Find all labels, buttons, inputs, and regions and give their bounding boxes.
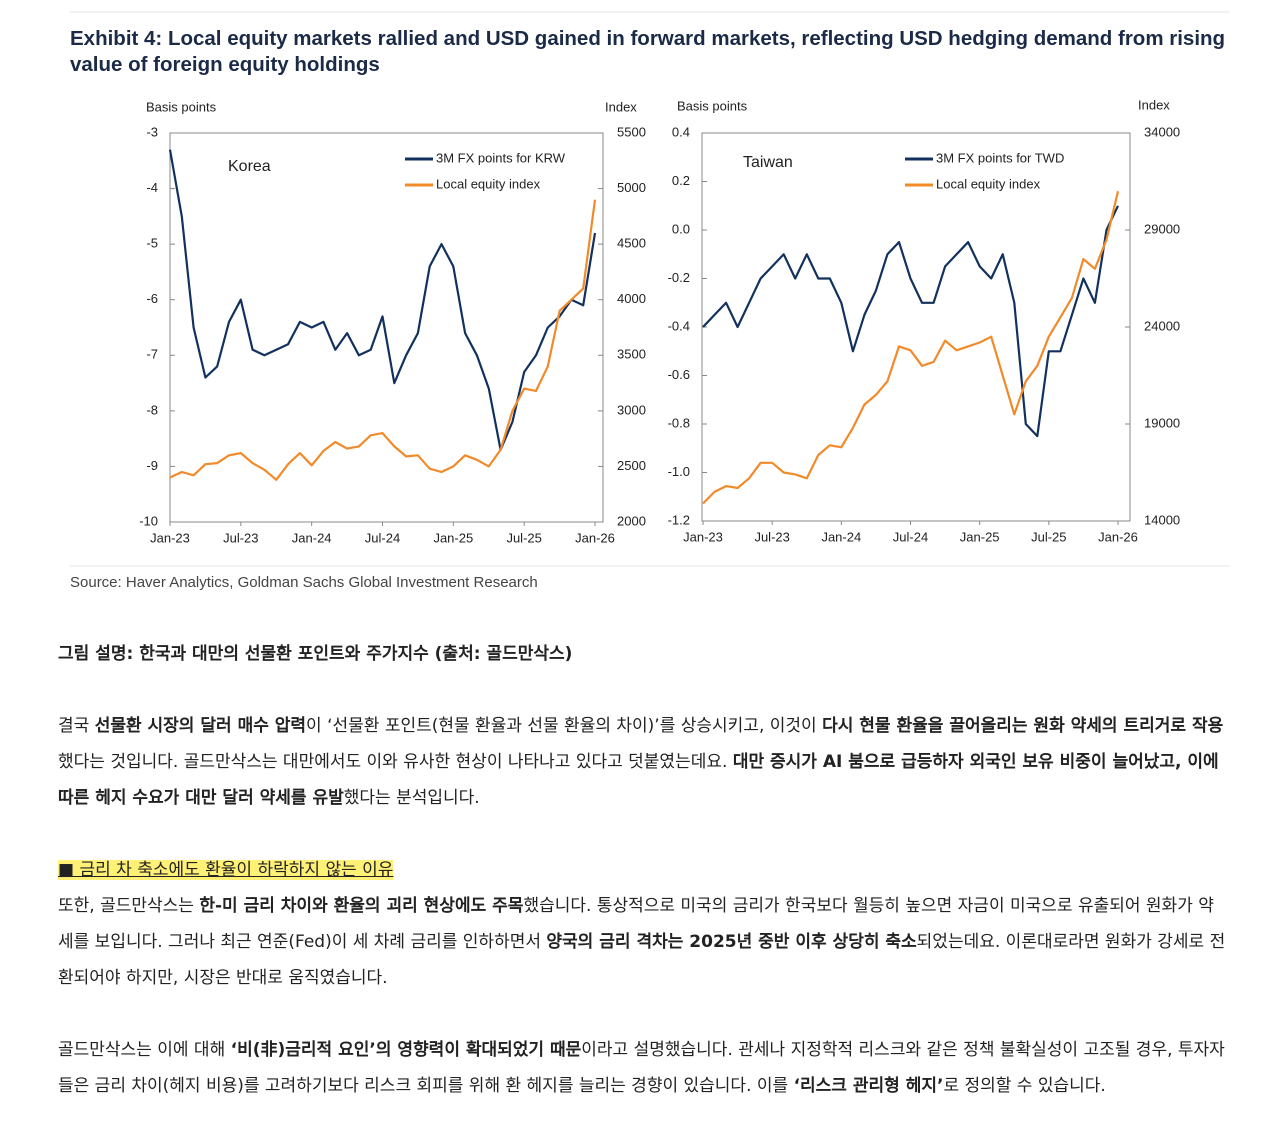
section-heading: ■ 금리 차 축소에도 환율이 하락하지 않는 이유 — [58, 860, 394, 880]
x-tick-label: Jul-25 — [506, 530, 541, 545]
y2-tick-label: 5000 — [617, 180, 646, 195]
y2-tick-label: 2500 — [617, 458, 646, 473]
x-tick-label: Jul-24 — [365, 530, 400, 545]
y2-tick-label: 3000 — [617, 402, 646, 417]
y-tick-label: -8 — [146, 402, 158, 417]
text-run: 했습니다. 통상적으로 미국의 금리가 한국보다 월등히 높으면 자금이 미국으… — [58, 896, 1214, 952]
y2-tick-label: 5500 — [617, 124, 646, 139]
y2-tick-label: 29000 — [1144, 221, 1180, 236]
y-tick-label: 0.0 — [672, 221, 690, 236]
text-run: 골드만삭스는 이에 대해 — [58, 1040, 231, 1060]
x-tick-label: Jan-26 — [575, 530, 615, 545]
bold-text: ‘리스크 관리형 헤지’ — [793, 1076, 944, 1096]
y-axis-label: Basis points — [146, 99, 217, 114]
y2-tick-label: 4500 — [617, 236, 646, 251]
text-run: 이 ‘선물환 포인트(현물 환율과 선물 환율의 차이)’를 상승시키고, 이것… — [306, 716, 823, 736]
x-tick-label: Jan-24 — [292, 530, 332, 545]
text-run: 결국 — [58, 716, 95, 736]
text-run: 했다는 것입니다. 골드만삭스는 대만에서도 이와 유사한 현상이 나타나고 있… — [58, 752, 733, 772]
y-tick-label: -7 — [146, 347, 158, 362]
series-line — [169, 199, 597, 481]
y-tick-label: -1.2 — [668, 512, 690, 527]
y-tick-label: -0.8 — [668, 415, 690, 430]
y2-tick-label: 4000 — [617, 291, 646, 306]
y2-axis-label: Index — [605, 99, 637, 114]
legend-label: Local equity index — [936, 176, 1041, 191]
caption: 그림 설명: 한국과 대만의 선물환 포인트와 주가지수 (출처: 골드만삭스) — [58, 636, 1228, 672]
series-line — [702, 190, 1120, 505]
y2-tick-label: 2000 — [617, 513, 646, 528]
y-tick-label: -10 — [139, 513, 158, 528]
text-run: 했다는 분석입니다. — [343, 788, 480, 808]
y-tick-label: -5 — [146, 236, 158, 251]
y-tick-label: 0.2 — [672, 173, 690, 188]
y2-tick-label: 24000 — [1144, 318, 1180, 333]
legend-label: Local equity index — [436, 176, 541, 191]
bold-text: ‘비(非)금리적 요인’의 영향력이 확대되었기 때문 — [230, 1040, 582, 1060]
article: 그림 설명: 한국과 대만의 선물환 포인트와 주가지수 (출처: 골드만삭스)… — [58, 636, 1228, 1140]
y2-tick-label: 3500 — [617, 347, 646, 362]
x-tick-label: Jul-23 — [223, 530, 258, 545]
bold-text: 한-미 금리 차이와 환율의 괴리 현상에도 주목 — [199, 896, 524, 916]
y-tick-label: 0.4 — [672, 124, 690, 139]
y2-axis-label: Index — [1138, 97, 1170, 112]
y-tick-label: -0.2 — [668, 270, 690, 285]
y-tick-label: -4 — [146, 180, 158, 195]
legend-label: 3M FX points for TWD — [936, 150, 1064, 165]
y2-tick-label: 19000 — [1144, 415, 1180, 430]
bold-text: 다시 현물 환율을 끌어올리는 원화 약세의 트리거로 작용 — [822, 716, 1224, 736]
x-tick-label: Jul-25 — [1031, 529, 1066, 544]
y2-tick-label: 14000 — [1144, 512, 1180, 527]
y-tick-label: -3 — [146, 124, 158, 139]
x-tick-label: Jan-23 — [150, 530, 190, 545]
x-tick-label: Jul-24 — [893, 529, 928, 544]
charts: Basis points Index Korea -10 -9 -8 -7 -6 -5 -4 -3 2… — [70, 11, 1230, 567]
x-tick-label: Jan-25 — [433, 530, 473, 545]
bold-text: 대만 증시가 AI 붐으로 급등하자 외국인 보유 비중이 늘어났고, 이에 따… — [58, 752, 1219, 808]
x-tick-label: Jan-23 — [683, 529, 723, 544]
text-run: 이라고 설명했습니다. 관세나 지정학적 리스크와 같은 정책 불확실성이 고조… — [58, 1040, 1225, 1096]
y-tick-label: -1.0 — [668, 464, 690, 479]
paragraph: 결국 선물환 시장의 달러 매수 압력이 ‘선물환 포인트(현물 환율과 선물 … — [58, 708, 1228, 816]
y-tick-label: -0.4 — [668, 318, 690, 333]
x-tick-label: Jan-25 — [960, 529, 1000, 544]
text-run: 또한, 골드만삭스는 — [58, 896, 200, 916]
y-tick-label: -6 — [146, 291, 158, 306]
source: Source: Haver Analytics, Goldman Sachs G… — [70, 574, 538, 591]
panel-label: Taiwan — [743, 154, 793, 171]
bold-text: 양국의 금리 격차는 2025년 중반 이후 상당히 축소 — [546, 932, 917, 952]
heading-wrap: ■ 금리 차 축소에도 환율이 하락하지 않는 이유 — [58, 852, 1228, 888]
x-tick-label: Jul-23 — [754, 529, 789, 544]
x-tick-label: Jan-26 — [1098, 529, 1138, 544]
paragraph: 또한, 골드만삭스는 한-미 금리 차이와 환율의 괴리 현상에도 주목했습니다… — [58, 888, 1228, 996]
y-tick-label: -0.6 — [668, 367, 690, 382]
panel-label: Korea — [228, 158, 271, 175]
plot-frame — [169, 132, 604, 523]
text-run: 로 정의할 수 있습니다. — [943, 1076, 1106, 1096]
x-tick-label: Jan-24 — [821, 529, 861, 544]
y2-tick-label: 34000 — [1144, 124, 1180, 139]
text-run: 되었는데요. 이론대로라면 원화가 강세로 전환되어야 하지만, 시장은 반대로… — [58, 932, 1226, 988]
paragraph: 골드만삭스는 이에 대해 ‘비(非)금리적 요인’의 영향력이 확대되었기 때문… — [58, 1032, 1228, 1104]
bold-text: 그림 설명: 한국과 대만의 선물환 포인트와 주가지수 (출처: 골드만삭스) — [58, 644, 573, 664]
legend-label: 3M FX points for KRW — [436, 150, 566, 165]
series-line — [168, 149, 597, 451]
y-axis-label: Basis points — [677, 98, 748, 113]
exhibit-title: Exhibit 4: Local equity markets rallied … — [70, 27, 1226, 76]
bold-text: 선물환 시장의 달러 매수 압력 — [94, 716, 307, 736]
y-tick-label: -9 — [146, 458, 158, 473]
series-line — [702, 205, 1119, 438]
